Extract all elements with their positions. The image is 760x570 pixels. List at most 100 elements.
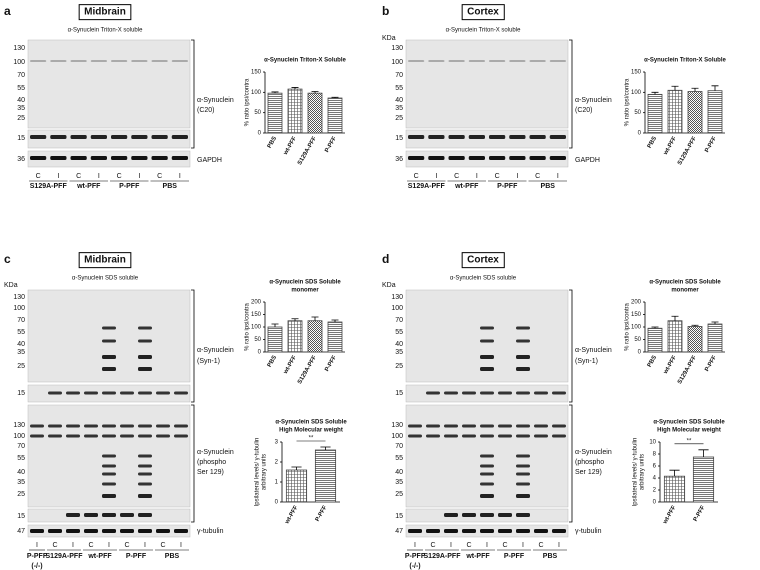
blot-band <box>480 494 494 498</box>
protein-label: (phospho <box>575 459 604 466</box>
blot-band <box>509 60 526 62</box>
blot-band <box>30 529 44 533</box>
error-bar <box>671 85 679 91</box>
kda-marker: 130 <box>391 422 403 429</box>
blot-strip <box>405 150 569 168</box>
blot-band <box>529 60 546 62</box>
panel-letter: b <box>382 4 389 18</box>
kda-marker: 47 <box>17 528 25 535</box>
lane-label: I <box>36 542 38 549</box>
blot-band <box>516 482 530 486</box>
bracket <box>569 39 573 149</box>
blot-band <box>30 135 47 139</box>
lane-label: C <box>430 542 435 549</box>
group-label: S129A-PFF <box>424 553 462 560</box>
x-tick-label: wt-PFF <box>282 136 298 157</box>
lane-label: I <box>558 542 560 549</box>
group-label: PBS <box>543 553 558 560</box>
blot-band <box>468 60 485 62</box>
bracket <box>191 289 195 403</box>
y-tick-label: 2 <box>653 488 657 494</box>
blot-band <box>156 434 170 438</box>
blot-band <box>102 424 116 428</box>
x-tick-label: S129A-PFF <box>297 355 318 386</box>
blot-band <box>480 355 494 359</box>
bar <box>647 93 663 134</box>
kda-marker: 70 <box>17 72 25 79</box>
blot-band <box>480 454 494 458</box>
kda-marker: 55 <box>395 329 403 336</box>
blot-band <box>151 156 168 160</box>
blot-band <box>138 529 152 533</box>
y-tick-label: 10 <box>649 440 656 446</box>
lane-label: C <box>414 173 419 180</box>
blot-band <box>448 135 465 139</box>
bar <box>647 327 663 353</box>
blot-band <box>102 482 116 486</box>
y-axis-label: arbitrary units <box>640 454 646 490</box>
blot-strip <box>27 129 191 149</box>
y-tick-label: 150 <box>251 312 262 318</box>
blot-band <box>444 513 458 517</box>
lane-label: C <box>88 542 93 549</box>
chart-title: α-Synuclein Triton-X Soluble <box>644 58 726 64</box>
blot-band <box>102 454 116 458</box>
blot-band <box>462 434 476 438</box>
blot-band <box>408 60 425 62</box>
lane-label: I <box>72 542 74 549</box>
x-tick-label: P-PFF <box>704 355 718 373</box>
group-label: wt-PFF <box>76 183 101 190</box>
blot-band <box>480 464 494 468</box>
protein-label: α-Synuclein <box>575 97 612 104</box>
x-tick-label: wt-PFF <box>662 355 678 376</box>
blot-band <box>30 156 47 160</box>
blot-band <box>498 434 512 438</box>
group-label: PBS <box>541 183 556 190</box>
blot-band <box>138 454 152 458</box>
x-tick-label: S129A-PFF <box>677 355 698 386</box>
kda-marker: 100 <box>391 59 403 66</box>
y-tick-label: 0 <box>638 350 642 356</box>
blot-band <box>84 391 98 395</box>
blot-band <box>50 156 67 160</box>
protein-label: (C20) <box>197 107 215 114</box>
blot-band <box>448 156 465 160</box>
blot-band <box>426 434 440 438</box>
kda-marker: 100 <box>13 433 25 440</box>
kda-marker: 130 <box>391 294 403 301</box>
blot-band <box>30 424 44 428</box>
x-tick-label: PBS <box>267 136 278 150</box>
x-tick-label: wt-PFF <box>662 136 678 157</box>
error-bar <box>331 319 339 322</box>
group-label: PBS <box>165 553 180 560</box>
blot-title: α-Synuclein SDS soluble <box>72 276 139 282</box>
chart-subtitle: High Molecular weight <box>657 428 721 434</box>
blot-band <box>131 135 148 139</box>
kda-marker: 55 <box>17 85 25 92</box>
blot-band <box>462 513 476 517</box>
lane-label: C <box>454 173 459 180</box>
blot-band <box>426 391 440 395</box>
blot-band <box>552 391 566 395</box>
blot-band <box>156 391 170 395</box>
bar <box>327 97 343 134</box>
bar <box>285 469 308 503</box>
blot-band <box>84 529 98 533</box>
blot-band <box>174 529 188 533</box>
blot-band <box>534 391 548 395</box>
lane-label: I <box>450 542 452 549</box>
lane-label: C <box>52 542 57 549</box>
y-tick-label: 0 <box>638 131 642 137</box>
blot-band <box>498 513 512 517</box>
blot-band <box>516 391 530 395</box>
blot-band <box>444 424 458 428</box>
blot-band <box>516 529 530 533</box>
region-box <box>78 252 132 269</box>
region-title: Midbrain <box>84 7 126 18</box>
lane-label: C <box>466 542 471 549</box>
blot-band <box>50 60 67 62</box>
blot-band <box>516 367 530 371</box>
blot-band <box>66 391 80 395</box>
bracket <box>569 404 573 523</box>
